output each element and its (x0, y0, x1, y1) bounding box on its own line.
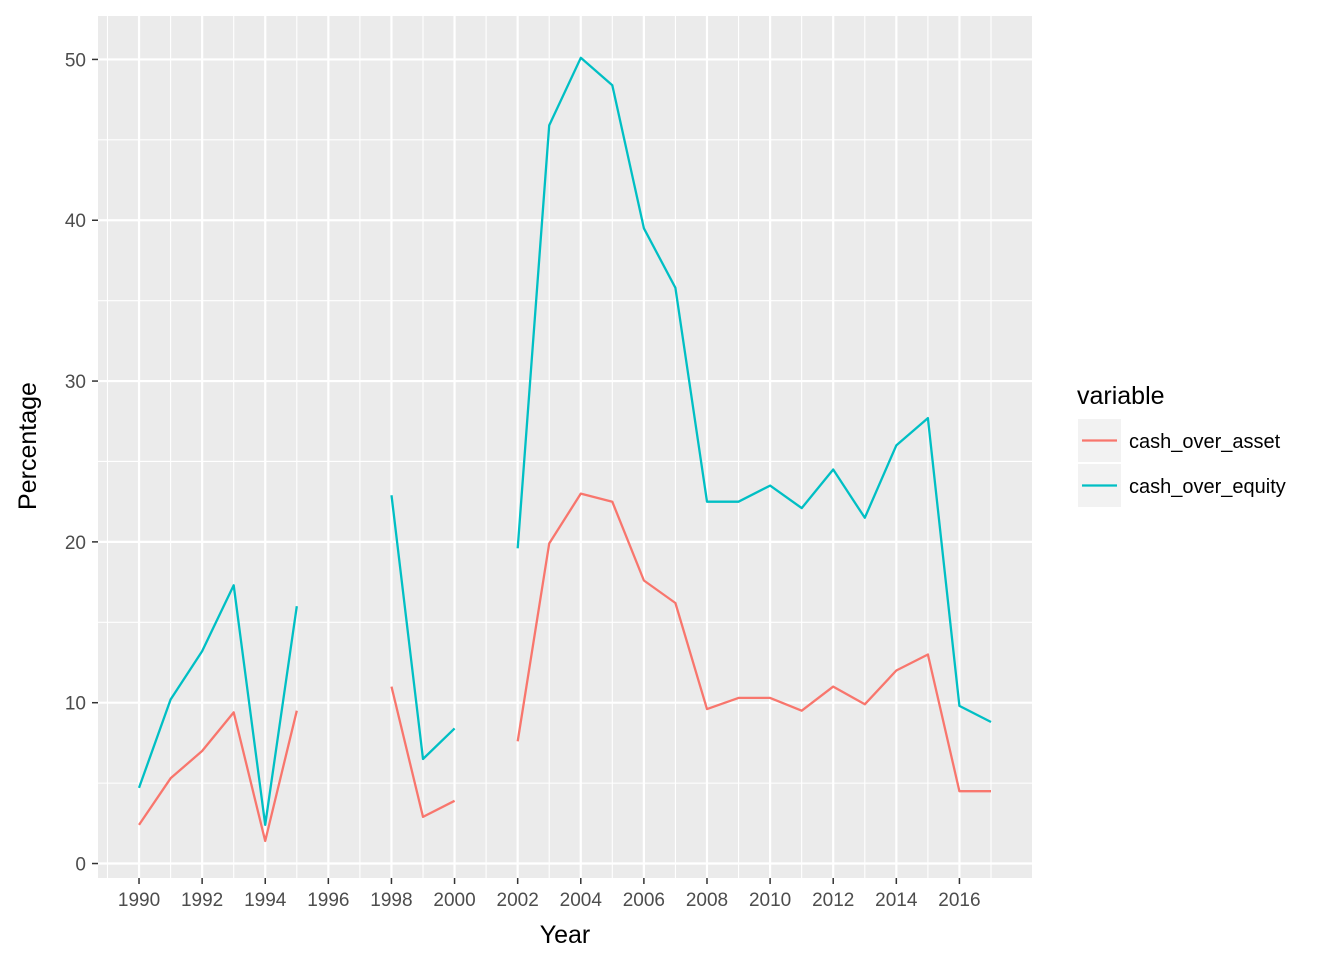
series-cash_over_asset (138, 492, 991, 843)
series-line-segment (137, 584, 298, 827)
x-tick-label: 1990 (118, 890, 160, 911)
x-tick-label: 2000 (433, 890, 475, 911)
x-tick-label: 1994 (244, 890, 287, 911)
legend-item: cash_over_asset (1078, 419, 1281, 462)
y-tick-label: 30 (65, 372, 86, 393)
y-tick-label: 0 (75, 855, 86, 876)
series-line-segment (390, 495, 456, 761)
x-tick-label: 2008 (686, 890, 728, 911)
y-tick-label: 10 (65, 694, 86, 715)
y-tick-label: 20 (65, 533, 86, 554)
x-tick-label: 1992 (181, 890, 223, 911)
legend-label: cash_over_asset (1129, 431, 1281, 453)
y-axis: 0 10 20 30 40 50 (65, 50, 98, 876)
x-tick-label: 1998 (370, 890, 412, 911)
minor-gridlines (98, 16, 1032, 878)
series-line-segment (138, 710, 298, 843)
legend-label: cash_over_equity (1129, 476, 1286, 498)
x-tick-label: 2004 (560, 890, 603, 911)
y-tick-label: 50 (65, 50, 86, 71)
major-gridlines (98, 16, 1032, 878)
y-tick-label: 40 (65, 211, 86, 232)
plot-panel (98, 16, 1032, 878)
x-tick-label: 2016 (938, 890, 980, 911)
legend-item: cash_over_equity (1078, 464, 1286, 507)
series-line-segment (516, 56, 992, 724)
x-tick-label: 2006 (623, 890, 665, 911)
x-axis-title: Year (540, 921, 591, 949)
x-axis: 1990 1992 1994 1996 1998 2000 2002 2004 2006 2008… (118, 878, 981, 911)
legend: variable cash_over_asset cash_over_equity (1077, 382, 1286, 507)
series-line-segment (516, 492, 991, 793)
series-cash_over_equity (137, 56, 992, 827)
x-tick-label: 1996 (307, 890, 349, 911)
x-tick-label: 2002 (497, 890, 539, 911)
y-axis-title: Percentage (14, 382, 42, 510)
x-tick-label: 2010 (749, 890, 791, 911)
x-tick-label: 2014 (875, 890, 918, 911)
x-tick-label: 2012 (812, 890, 854, 911)
legend-title: variable (1077, 382, 1165, 410)
series-line-segment (390, 686, 456, 819)
series-lines (137, 56, 992, 843)
